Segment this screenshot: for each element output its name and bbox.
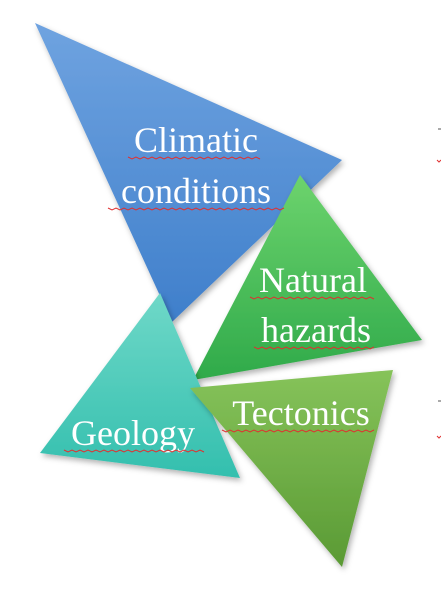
spellcheck-underline-natural [249,296,375,300]
spellcheck-underline-geology [63,449,205,453]
spellcheck-underline-conditions [107,207,285,211]
label-climatic: Climatic [134,120,258,160]
label-conditions: conditions [121,171,271,211]
triangle-geology [40,293,240,478]
label-natural: Natural [259,260,367,300]
edge-squiggle-1 [436,159,441,163]
label-hazards: hazards [261,310,371,350]
label-geology: Geology [71,413,195,453]
edge-squiggle-2 [436,435,441,439]
spellcheck-underline-climatic [127,156,261,160]
spellcheck-underline-tectonics [221,429,375,433]
triangle-tectonics [190,370,393,567]
label-tectonics: Tectonics [232,393,369,433]
triangle-natural-hazards [193,175,422,380]
spellcheck-underline-hazards [253,346,375,350]
triangle-climatic-conditions [35,23,342,322]
